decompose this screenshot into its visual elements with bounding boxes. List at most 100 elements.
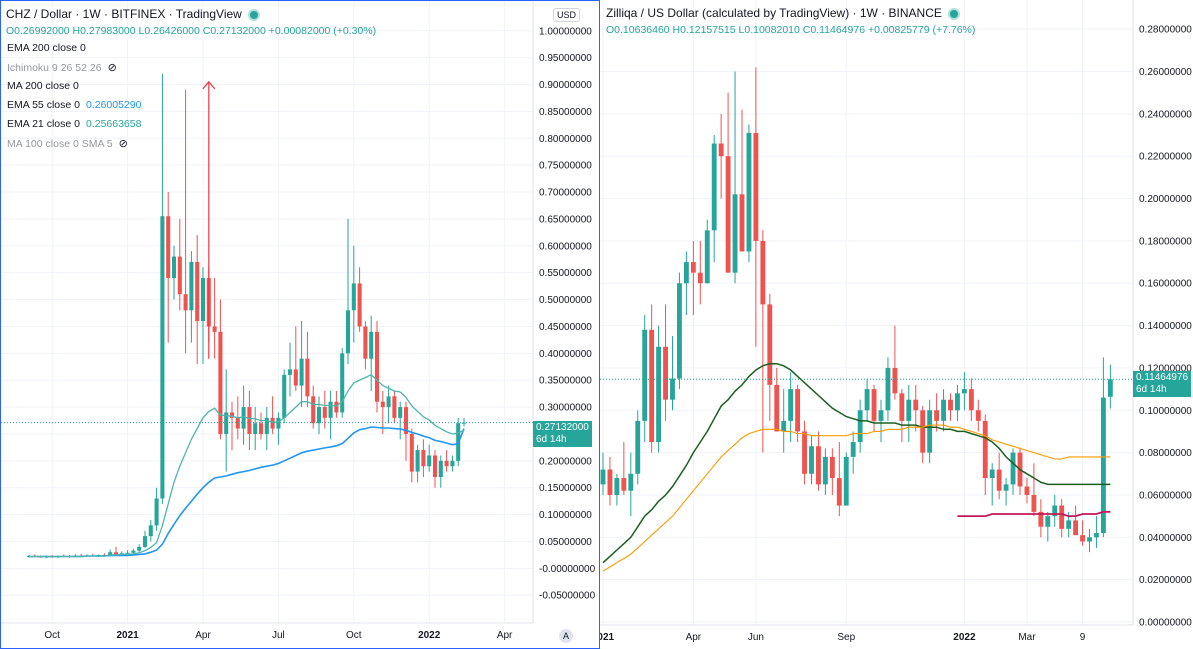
candle-body (328, 401, 333, 418)
candle-body (380, 401, 385, 408)
symbol-title: Zilliqa / US Dollar (calculated by Tradi… (606, 6, 942, 20)
hidden-eye-icon[interactable]: ⊘ (118, 138, 128, 150)
ohlc-values: O0.10636460 H0.12157515 L0.10082010 C0.1… (606, 24, 976, 36)
y-tick-label: 0.10000000 (1139, 406, 1192, 417)
ohlc-values: O0.26992000 H0.27983000 L0.26426000 C0.2… (6, 25, 377, 37)
candle-body (253, 423, 258, 434)
candle-body (450, 460, 455, 467)
candle-body (125, 552, 130, 554)
indicator-label: MA 200 close 0 (7, 80, 79, 92)
y-tick-label: 0.80000000 (539, 134, 592, 145)
candle-body (200, 278, 206, 322)
candle-body (287, 369, 293, 375)
candle-body (614, 478, 620, 495)
y-tick-label: 0.70000000 (539, 188, 592, 199)
candle-body (683, 262, 689, 284)
candle-body (690, 262, 696, 273)
y-tick-label: 1.00000000 (539, 26, 592, 37)
candle-body (1024, 486, 1030, 495)
chart-pane-zil[interactable]: 0.28000000 0.26000000 0.24000000 0.22000000… (600, 0, 1193, 649)
chz-chart[interactable]: 1.00000000 0.95000000 0.90000000 0.85000000… (1, 1, 599, 648)
x-tick-label: Apr (497, 630, 513, 641)
candle-body (885, 367, 891, 411)
series-line (602, 424, 1111, 572)
candle-body (351, 283, 356, 311)
candle-body (934, 410, 940, 421)
candle-body (864, 389, 870, 411)
candle-body (154, 498, 159, 526)
candle-body (235, 417, 240, 429)
x-tick-label: Sep (837, 632, 855, 643)
indicator-value: 0.26005290 (85, 99, 142, 111)
chart-pane-chz[interactable]: 1.00000000 0.95000000 0.90000000 0.85000000… (0, 0, 600, 649)
y-tick-label: 0.35000000 (539, 376, 592, 387)
candle-body (241, 407, 246, 429)
candle-body (270, 417, 275, 429)
y-tick-label: 0.22000000 (1139, 152, 1192, 163)
live-status-icon (947, 7, 960, 20)
price-value: 0.27132000 (536, 422, 589, 433)
currency-button[interactable]: USD (553, 8, 581, 22)
candle-body (996, 469, 1002, 491)
y-tick-label: 0.40000000 (539, 349, 592, 360)
zil-chart[interactable]: 0.28000000 0.26000000 0.24000000 0.22000000… (600, 0, 1193, 649)
x-tick-label: 9 (1080, 632, 1086, 643)
auto-scale-button[interactable]: A (559, 629, 573, 643)
candle-body (857, 410, 863, 443)
indicator-item[interactable]: EMA 21 close 0 0.25663658 (7, 118, 141, 130)
candle-body (968, 389, 974, 411)
y-tick-label: 0.50000000 (539, 295, 592, 306)
candle-body (927, 410, 933, 453)
arrow-head (202, 80, 216, 90)
candle-body (1031, 494, 1037, 512)
candle-body (635, 420, 641, 474)
y-tick-label: 0.90000000 (539, 80, 592, 91)
candle-body (322, 407, 327, 418)
candle-body (739, 194, 745, 252)
candle-body (1107, 379, 1113, 397)
candle-body (809, 446, 814, 474)
x-tick-label: Apr (195, 630, 211, 641)
candle-body (920, 410, 926, 453)
candle-body (142, 536, 148, 547)
candle-body (670, 378, 675, 400)
candle-body (725, 156, 731, 273)
candle-body (816, 446, 821, 485)
candle-body (961, 389, 967, 394)
chart-title: CHZ / Dollar · 1W · BITFINEX · TradingVi… (6, 7, 260, 21)
x-tick-label: 2021 (116, 630, 139, 641)
y-tick-label: -0.05000000 (539, 591, 596, 602)
price-label: 0.11464976 6d 14h (1133, 371, 1192, 397)
hidden-eye-icon[interactable]: ⊘ (107, 62, 117, 74)
indicator-item[interactable]: EMA 55 close 0 0.26005290 (7, 99, 141, 111)
candle-body (892, 367, 898, 394)
indicator-item[interactable]: MA 100 close 0 SMA 5 ⊘ (7, 137, 128, 150)
y-tick-label: 0.02000000 (1139, 575, 1192, 586)
candle-body (774, 384, 780, 432)
y-tick-label: 0.12000000 (1139, 363, 1192, 374)
candle-body (1010, 452, 1016, 485)
candle-body (1080, 535, 1085, 542)
y-tick-label: 0.28000000 (1139, 25, 1192, 36)
candle-body (276, 417, 281, 429)
candle-body (663, 346, 668, 400)
candle-body (345, 310, 351, 354)
candle-body (989, 469, 995, 479)
candle-body (1066, 520, 1072, 529)
candle-body (369, 331, 374, 359)
y-tick-label: 0.30000000 (539, 403, 592, 414)
live-status-icon (247, 8, 260, 21)
indicator-item[interactable]: EMA 200 close 0 (7, 42, 86, 54)
y-tick-label: 0.14000000 (1139, 321, 1192, 332)
candle-body (822, 456, 828, 485)
candle-body (1038, 511, 1044, 527)
indicator-label: EMA 55 close 0 (7, 99, 80, 111)
candle-body (621, 478, 627, 491)
x-tick-label: Oct (346, 630, 362, 641)
indicator-item[interactable]: MA 200 close 0 (7, 80, 79, 92)
candle-body (607, 469, 613, 495)
candle-body (305, 358, 310, 397)
candle-body (1087, 537, 1092, 542)
candle-body (1100, 397, 1106, 534)
indicator-item[interactable]: Ichimoku 9 26 52 26 ⊘ (7, 61, 117, 74)
